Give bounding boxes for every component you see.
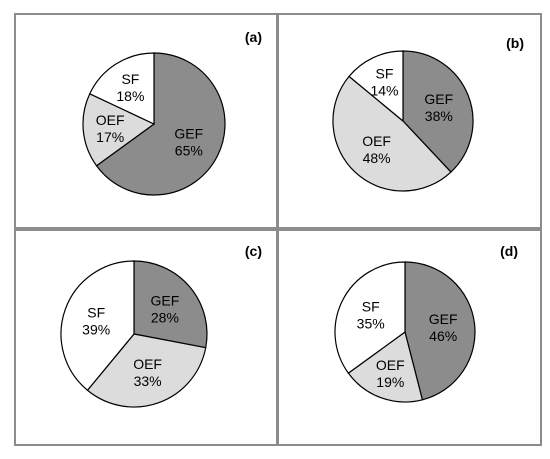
pie-slice-b-gef (402, 50, 474, 173)
slice-name-a-sf: SF (121, 71, 139, 87)
slice-value-a-gef: 65% (175, 143, 203, 159)
slice-value-a-sf: 18% (116, 88, 144, 104)
slice-name-a-gef: GEF (174, 126, 203, 142)
pie-slice-a-gef (95, 52, 226, 196)
panel-a-label: (a) (244, 29, 262, 45)
pie-slice-d-gef (404, 261, 476, 401)
slice-name-b-oef: OEF (362, 133, 391, 149)
pie-slice-b-oef (332, 75, 452, 192)
slice-value-d-gef: 46% (429, 328, 457, 344)
pie-slice-d-oef (347, 330, 424, 403)
panel-c-label: (c) (244, 243, 262, 259)
slice-value-c-oef: 33% (134, 373, 162, 389)
slice-value-c-sf: 39% (82, 321, 110, 337)
slice-name-d-oef: OEF (376, 357, 405, 373)
slice-value-a-oef: 17% (96, 129, 124, 145)
pie-slice-a-sf (88, 52, 155, 125)
panel-a: (a) GEF 65% OEF 17% SF 18% (14, 13, 278, 229)
pie-slice-b-sf (348, 50, 404, 123)
slice-name-c-sf: SF (87, 304, 105, 320)
panel-d-label: (d) (500, 243, 518, 259)
slice-value-d-sf: 35% (357, 316, 385, 332)
panel-b-label: (b) (506, 35, 524, 51)
slice-value-b-sf: 14% (370, 83, 398, 99)
pie-slice-c-oef (86, 333, 207, 408)
slice-value-b-gef: 38% (425, 108, 453, 124)
panel-d: (d) GEF 46% OEF 19% SF 35% (277, 229, 542, 446)
slice-name-c-gef: GEF (151, 292, 180, 308)
panel-b: (b) GEF 38% OEF 48% SF 14% (277, 13, 542, 229)
slice-value-b-oef: 48% (363, 150, 391, 166)
panel-c: (c) GEF 28% OEF 33% SF 39% (14, 229, 278, 446)
pie-slice-c-gef (133, 260, 208, 349)
slice-value-d-oef: 19% (376, 374, 404, 390)
slice-name-a-oef: OEF (96, 112, 125, 128)
slice-value-c-gef: 28% (151, 309, 179, 325)
slice-name-b-gef: GEF (424, 91, 453, 107)
slice-name-b-sf: SF (376, 66, 394, 82)
pie-slice-a-oef (82, 92, 156, 167)
slice-name-c-oef: OEF (133, 356, 162, 372)
pie-slice-c-sf (60, 260, 135, 392)
slice-name-d-sf: SF (362, 299, 380, 315)
pie-slice-d-sf (334, 261, 406, 374)
slice-name-d-gef: GEF (429, 311, 458, 327)
